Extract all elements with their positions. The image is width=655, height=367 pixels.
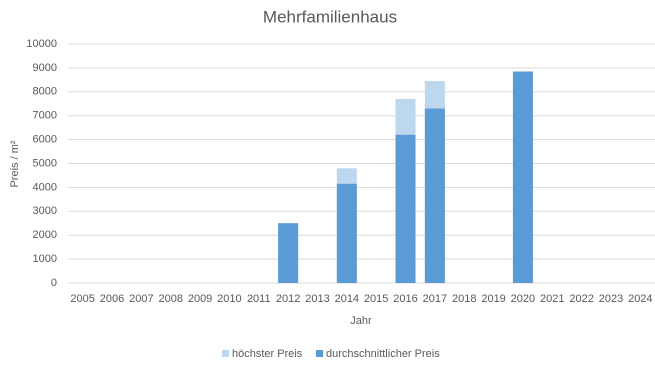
bar xyxy=(278,223,299,283)
x-tick-label: 2017 xyxy=(423,293,447,305)
y-tick-label: 0 xyxy=(51,277,57,289)
legend-swatch xyxy=(222,350,229,357)
bar xyxy=(424,108,445,283)
x-tick-label: 2016 xyxy=(393,293,417,305)
y-tick-label: 6000 xyxy=(33,134,57,146)
x-tick-label: 2012 xyxy=(276,293,300,305)
y-axis-label: Preis / m² xyxy=(9,140,21,187)
y-tick-label: 2000 xyxy=(33,229,57,241)
y-tick-label: 10000 xyxy=(26,38,57,50)
x-tick-label: 2019 xyxy=(481,293,505,305)
x-tick-label: 2020 xyxy=(511,293,535,305)
x-tick-label: 2006 xyxy=(100,293,124,305)
legend-swatch xyxy=(316,350,323,357)
x-tick-label: 2014 xyxy=(335,293,359,305)
bar xyxy=(512,71,533,283)
x-tick-label: 2008 xyxy=(158,293,182,305)
x-tick-label: 2005 xyxy=(70,293,94,305)
y-tick-label: 8000 xyxy=(33,86,57,98)
x-tick-label: 2023 xyxy=(599,293,623,305)
x-tick-label: 2009 xyxy=(188,293,212,305)
legend-label: höchster Preis xyxy=(232,348,303,360)
bar xyxy=(395,134,416,283)
x-tick-label: 2018 xyxy=(452,293,476,305)
y-tick-label: 5000 xyxy=(33,157,57,169)
chart-title: Mehrfamilienhaus xyxy=(263,7,397,26)
x-tick-label: 2022 xyxy=(569,293,593,305)
y-tick-label: 1000 xyxy=(33,253,57,265)
x-tick-label: 2021 xyxy=(540,293,564,305)
x-tick-label: 2013 xyxy=(305,293,329,305)
y-tick-label: 9000 xyxy=(33,62,57,74)
bar xyxy=(336,183,357,283)
x-tick-label: 2011 xyxy=(247,293,271,305)
x-tick-label: 2010 xyxy=(217,293,241,305)
y-tick-label: 3000 xyxy=(33,205,57,217)
x-tick-label: 2015 xyxy=(364,293,388,305)
legend-label: durchschnittlicher Preis xyxy=(326,348,440,360)
x-tick-label: 2024 xyxy=(628,293,652,305)
x-axis-label: Jahr xyxy=(350,315,372,327)
x-tick-label: 2007 xyxy=(129,293,153,305)
y-tick-label: 4000 xyxy=(33,181,57,193)
y-tick-label: 7000 xyxy=(33,110,57,122)
